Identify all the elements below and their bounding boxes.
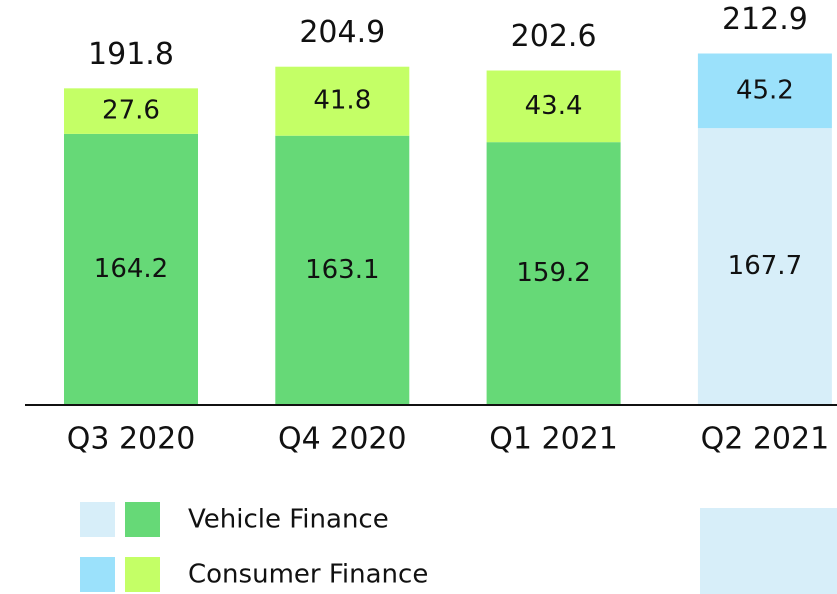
legend-label: Consumer Finance [188,560,428,590]
x-tick-label: Q1 2021 [489,422,618,457]
data-label: 167.7 [728,251,802,281]
x-tick-label: Q4 2020 [278,422,407,457]
x-tick-label: Q3 2020 [67,422,196,457]
bar-segment [486,142,621,406]
legend-label: Vehicle Finance [188,505,389,535]
data-label: 41.8 [313,86,371,116]
data-label: 164.2 [94,254,168,284]
x-tick-label: Q2 2021 [701,422,830,457]
data-label: 163.1 [305,255,379,285]
legend-swatch [125,557,160,592]
data-label: 43.4 [525,91,583,121]
total-label: 204.9 [299,15,385,50]
total-label: 191.8 [88,37,174,72]
total-label: 202.6 [511,19,597,54]
data-label: 27.6 [102,96,160,126]
bar-segment [697,53,832,129]
legend-swatch [80,502,115,537]
bar-segment [64,88,198,134]
bar-segment [64,133,198,405]
total-label: 212.9 [722,2,808,37]
data-label: 159.2 [516,258,590,288]
bar-segment [275,135,410,405]
bar-segment [275,66,410,136]
bar-segment [486,70,621,143]
data-label: 45.2 [736,75,794,105]
legend-swatch [80,557,115,592]
decoration [700,508,837,594]
legend-swatch [125,502,160,537]
bar-segment [697,128,832,405]
